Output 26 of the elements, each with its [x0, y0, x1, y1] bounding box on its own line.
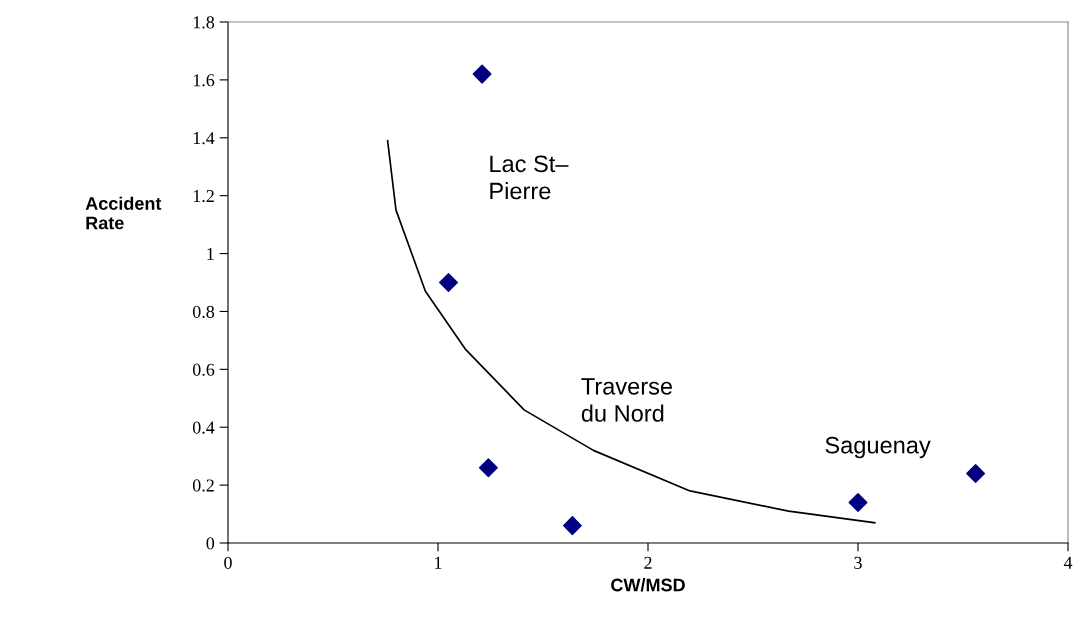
x-tick-label: 0 — [224, 556, 232, 569]
x-tick-label: 4 — [1063, 556, 1073, 569]
point — [848, 492, 868, 512]
y-tick-label: 0 — [206, 537, 215, 550]
y-tick-label: 0.8 — [192, 305, 215, 318]
y-tick-label: 1 — [207, 247, 214, 260]
y-tick-label: 0.6 — [192, 363, 215, 376]
x-tick-label: 3 — [854, 556, 862, 569]
point — [478, 458, 498, 478]
x-tick-label: 1 — [435, 556, 442, 569]
y-tick-label: 1.8 — [193, 16, 215, 29]
y-tick-label: 1.2 — [193, 189, 214, 203]
point — [472, 64, 492, 84]
y-axis-title: Accident Rate — [85, 196, 162, 230]
annotation: Traverse du Nord — [581, 378, 673, 422]
x-tick-label: 2 — [644, 556, 652, 569]
point — [562, 516, 582, 536]
annotation: Lac St– Pierre — [490, 155, 569, 200]
point — [966, 464, 986, 484]
y-tick-label: 0.2 — [192, 479, 214, 492]
y-tick-label: 0.4 — [192, 421, 215, 434]
annotation: Saguenay — [825, 436, 931, 459]
y-tick-label: 1.6 — [193, 74, 215, 87]
x-axis-title: CW/MSD — [611, 578, 685, 592]
y-tick-label: 1.4 — [193, 132, 215, 145]
point — [439, 273, 458, 292]
